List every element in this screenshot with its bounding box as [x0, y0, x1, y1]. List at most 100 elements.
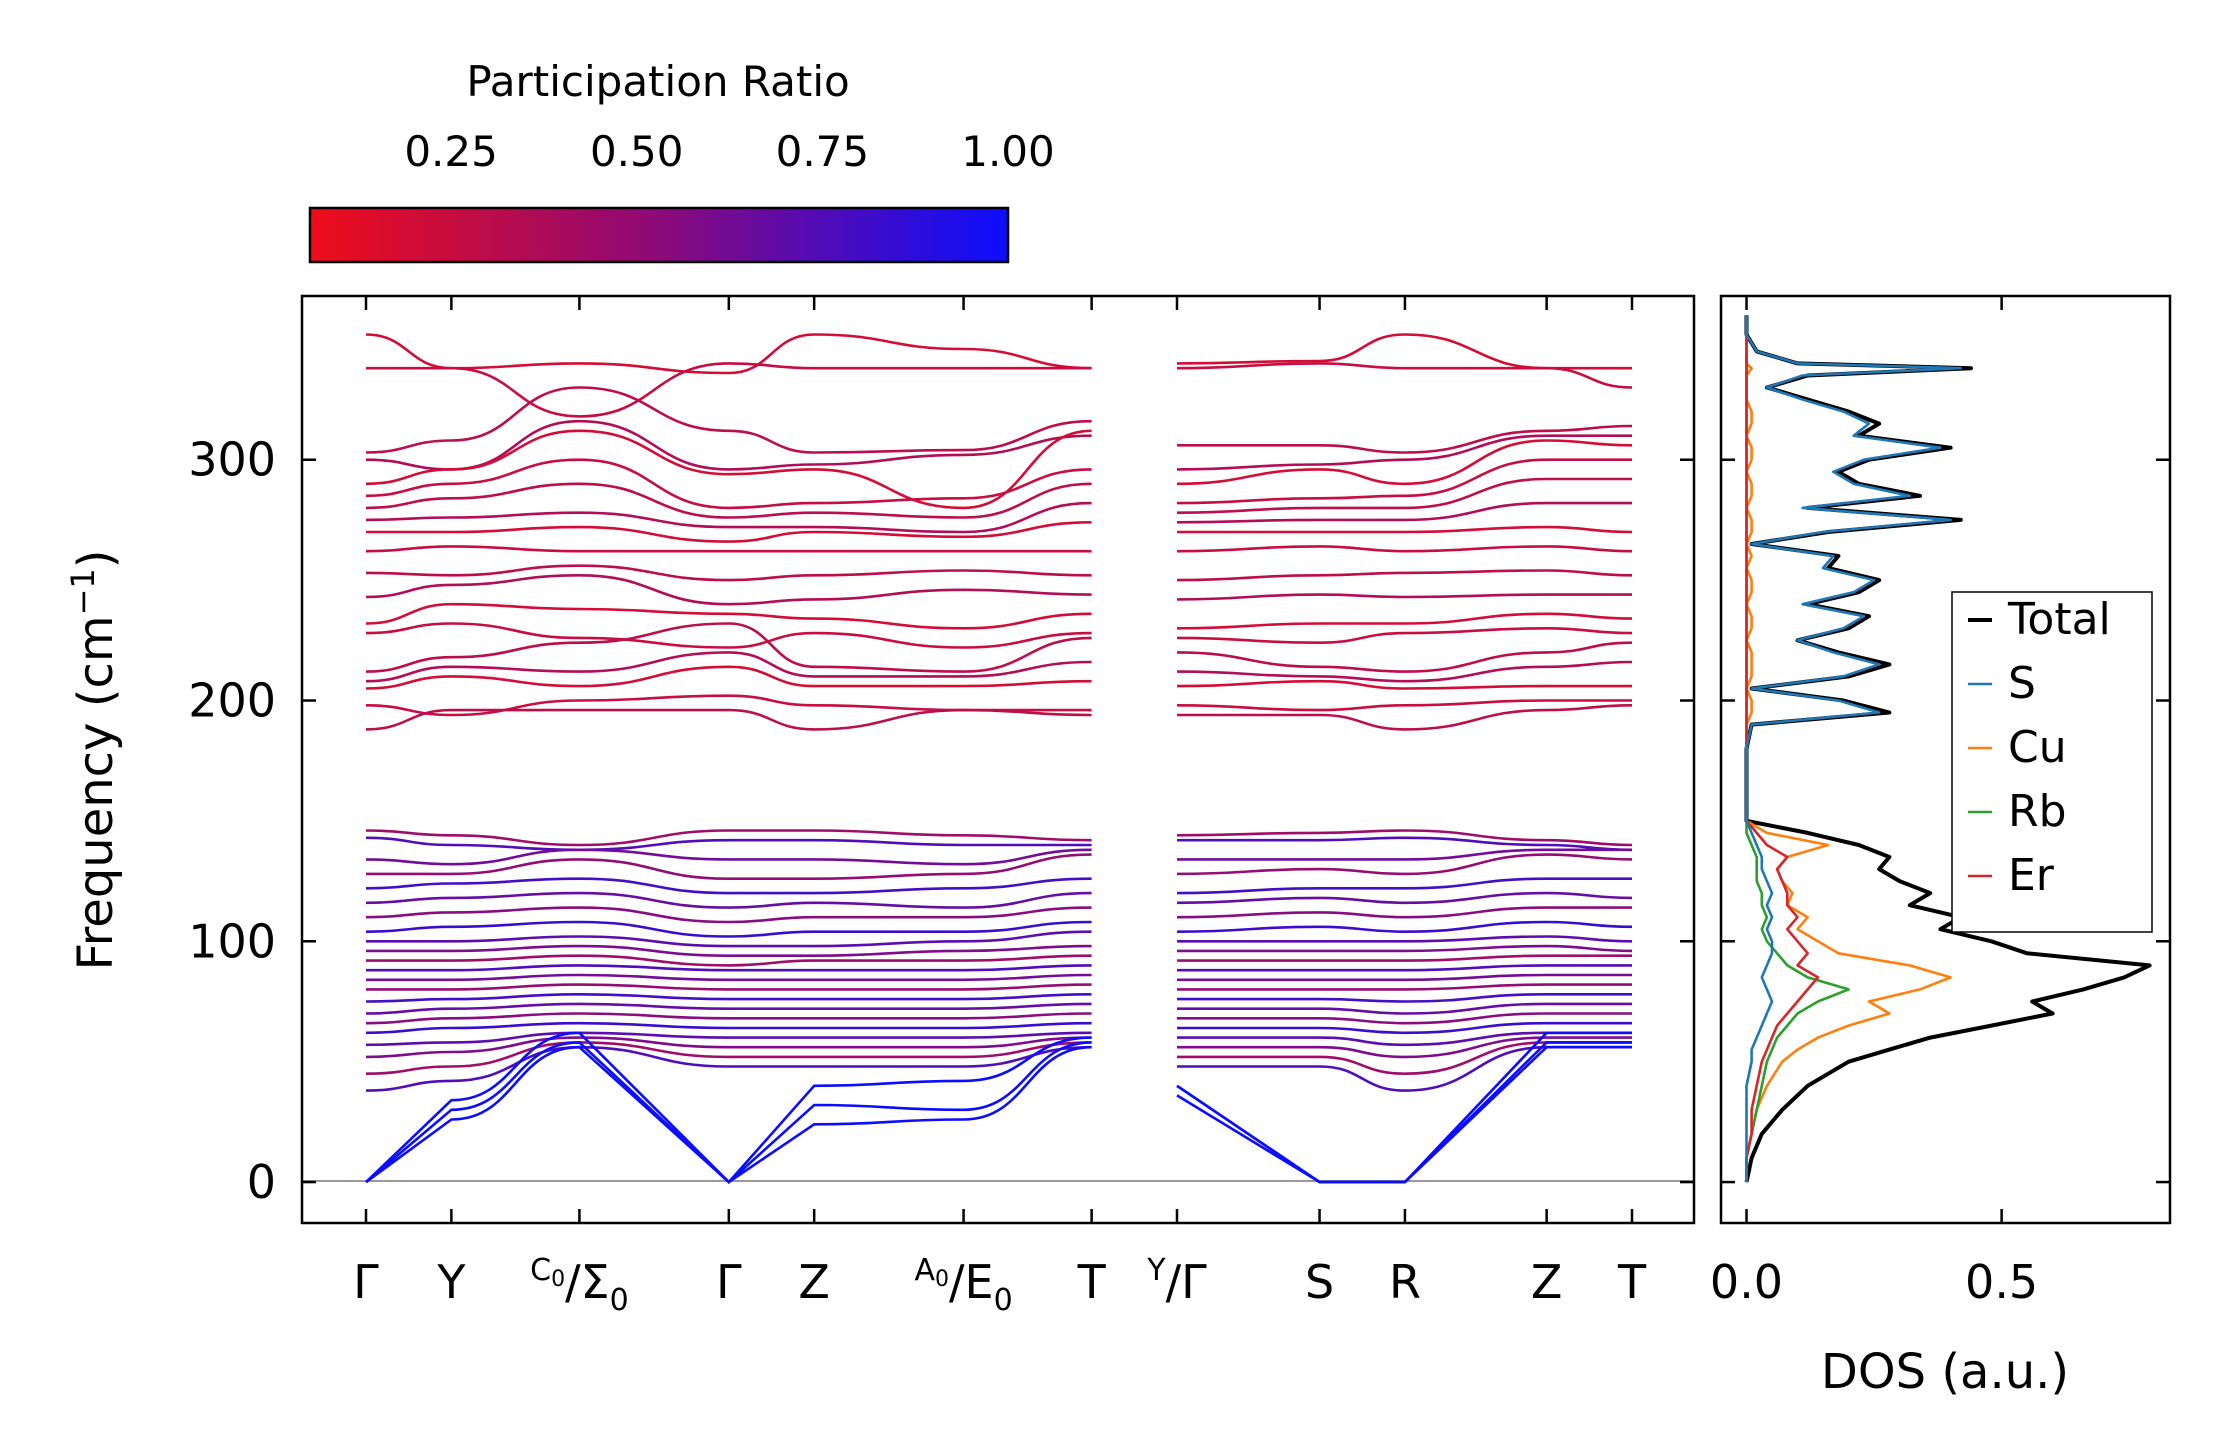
optical-branch [365, 1021, 1092, 1035]
optical-branch [365, 964, 1092, 972]
optical-branch [1176, 641, 1633, 673]
optical-branch [1176, 920, 1633, 934]
dos-axes: 0.0 0.5 [1710, 296, 2170, 1309]
colorbar-tick-label: 0.75 [776, 127, 870, 176]
kpoint-label: Γ [716, 1255, 742, 1309]
kpoint-label: Y/Γ [1146, 1253, 1207, 1309]
optical-branch [365, 992, 1092, 1003]
kpoint-label: Γ [353, 1255, 379, 1309]
colorbar-tick-label: 0.50 [590, 127, 684, 176]
optical-branch [365, 482, 1092, 519]
dos-panel: 0.0 0.5 DOS (a.u.) Total S Cu Rb Er [1710, 294, 2172, 1400]
dos-curve-er [1745, 315, 1820, 1183]
optical-branch [365, 708, 1092, 731]
optical-branch [365, 429, 1092, 510]
dos-curve-s [1745, 315, 1963, 1183]
optical-branch [366, 853, 1092, 881]
optical-branch [366, 973, 1092, 982]
optical-branch [366, 944, 1092, 958]
legend-label-cu: Cu [2008, 722, 2067, 773]
dos-curves [1744, 315, 2152, 1183]
acoustic-branch [1176, 1045, 1632, 1184]
optical-branch [1176, 983, 1632, 991]
dos-legend: Total S Cu Rb Er [1951, 591, 2153, 933]
optical-branch [365, 1002, 1092, 1015]
kpoint-label: T [1617, 1255, 1647, 1309]
colorbar-tick-label: 0.25 [404, 127, 498, 176]
optical-branch [365, 848, 1092, 866]
optical-branch [1176, 877, 1632, 895]
optical-branch [1176, 434, 1632, 471]
optical-branch [1176, 439, 1633, 486]
acoustic-branch [1176, 1031, 1632, 1184]
optical-branch [365, 891, 1092, 909]
acoustic-branch [365, 1045, 1092, 1184]
optical-branch [365, 573, 1092, 606]
optical-branch [1176, 853, 1633, 876]
optical-branch [1177, 1002, 1632, 1015]
optical-branch [1176, 699, 1632, 712]
acoustic-branch [1176, 1041, 1632, 1184]
optical-branch [1176, 1021, 1632, 1035]
optical-branch [1176, 612, 1633, 630]
optical-branch [365, 983, 1092, 991]
kpoint-label: R [1389, 1255, 1421, 1309]
kpoint-label: Y [436, 1255, 466, 1309]
y-axis-label: Frequency (cm−1) [64, 549, 124, 970]
optical-branch [365, 694, 1092, 717]
optical-branch [1176, 545, 1633, 553]
optical-branch [1176, 362, 1633, 389]
optical-branch [365, 920, 1092, 938]
dos-frame [1719, 294, 2172, 1225]
legend-label-rb: Rb [2008, 786, 2067, 837]
optical-branch [365, 930, 1092, 948]
optical-branch [365, 877, 1092, 895]
optical-branch [1176, 992, 1632, 1003]
optical-branch [1177, 1036, 1632, 1059]
y-tick-label: 200 [188, 674, 276, 728]
legend-label-er: Er [2008, 850, 2055, 901]
optical-branch [1177, 1045, 1632, 1092]
optical-branch [365, 829, 1092, 847]
kpoint-label: S [1305, 1255, 1334, 1309]
optical-branch [1177, 848, 1632, 861]
dos-x-axis-label: DOS (a.u.) [1821, 1344, 2069, 1400]
optical-branch [1176, 458, 1632, 505]
optical-branch [1176, 626, 1633, 645]
optical-branch [1176, 501, 1632, 524]
dos-x-tick-label: 0.0 [1710, 1255, 1783, 1309]
colorbar-ticks: 0.25 0.50 0.75 1.00 [404, 127, 1055, 260]
kpoint-label: T [1077, 1255, 1107, 1309]
optical-branch [365, 1041, 1092, 1075]
optical-branch [1176, 964, 1632, 972]
optical-branch [1177, 944, 1633, 953]
optical-branch [365, 836, 1092, 852]
optical-branch [1176, 906, 1632, 919]
kpoint-label: Z [1531, 1255, 1563, 1309]
optical-branch [1177, 836, 1633, 852]
optical-branch [1177, 954, 1632, 962]
y-tick-label: 100 [188, 914, 276, 968]
optical-branch [365, 622, 1092, 673]
optical-branch [365, 419, 1092, 471]
kpoint-label: A0/E0 [914, 1253, 1012, 1318]
legend-label-total: Total [2007, 594, 2111, 645]
optical-branch [365, 386, 1092, 454]
optical-branch [1177, 525, 1633, 534]
optical-branch [1176, 333, 1632, 370]
legend-label-s: S [2008, 658, 2036, 709]
optical-branch [1176, 660, 1633, 683]
optical-branch [365, 1036, 1092, 1059]
optical-branch [1177, 973, 1632, 982]
dos-x-tick-label: 0.5 [1965, 1255, 2038, 1309]
acoustic-branch [365, 1031, 1092, 1184]
optical-branch [1176, 424, 1633, 454]
colorbar-tick-label: 1.00 [961, 127, 1055, 176]
optical-branch [365, 665, 1092, 690]
y-tick-label: 0 [247, 1155, 276, 1209]
optical-branch [365, 545, 1092, 553]
optical-branch [365, 602, 1092, 630]
optical-branch [365, 622, 1092, 649]
